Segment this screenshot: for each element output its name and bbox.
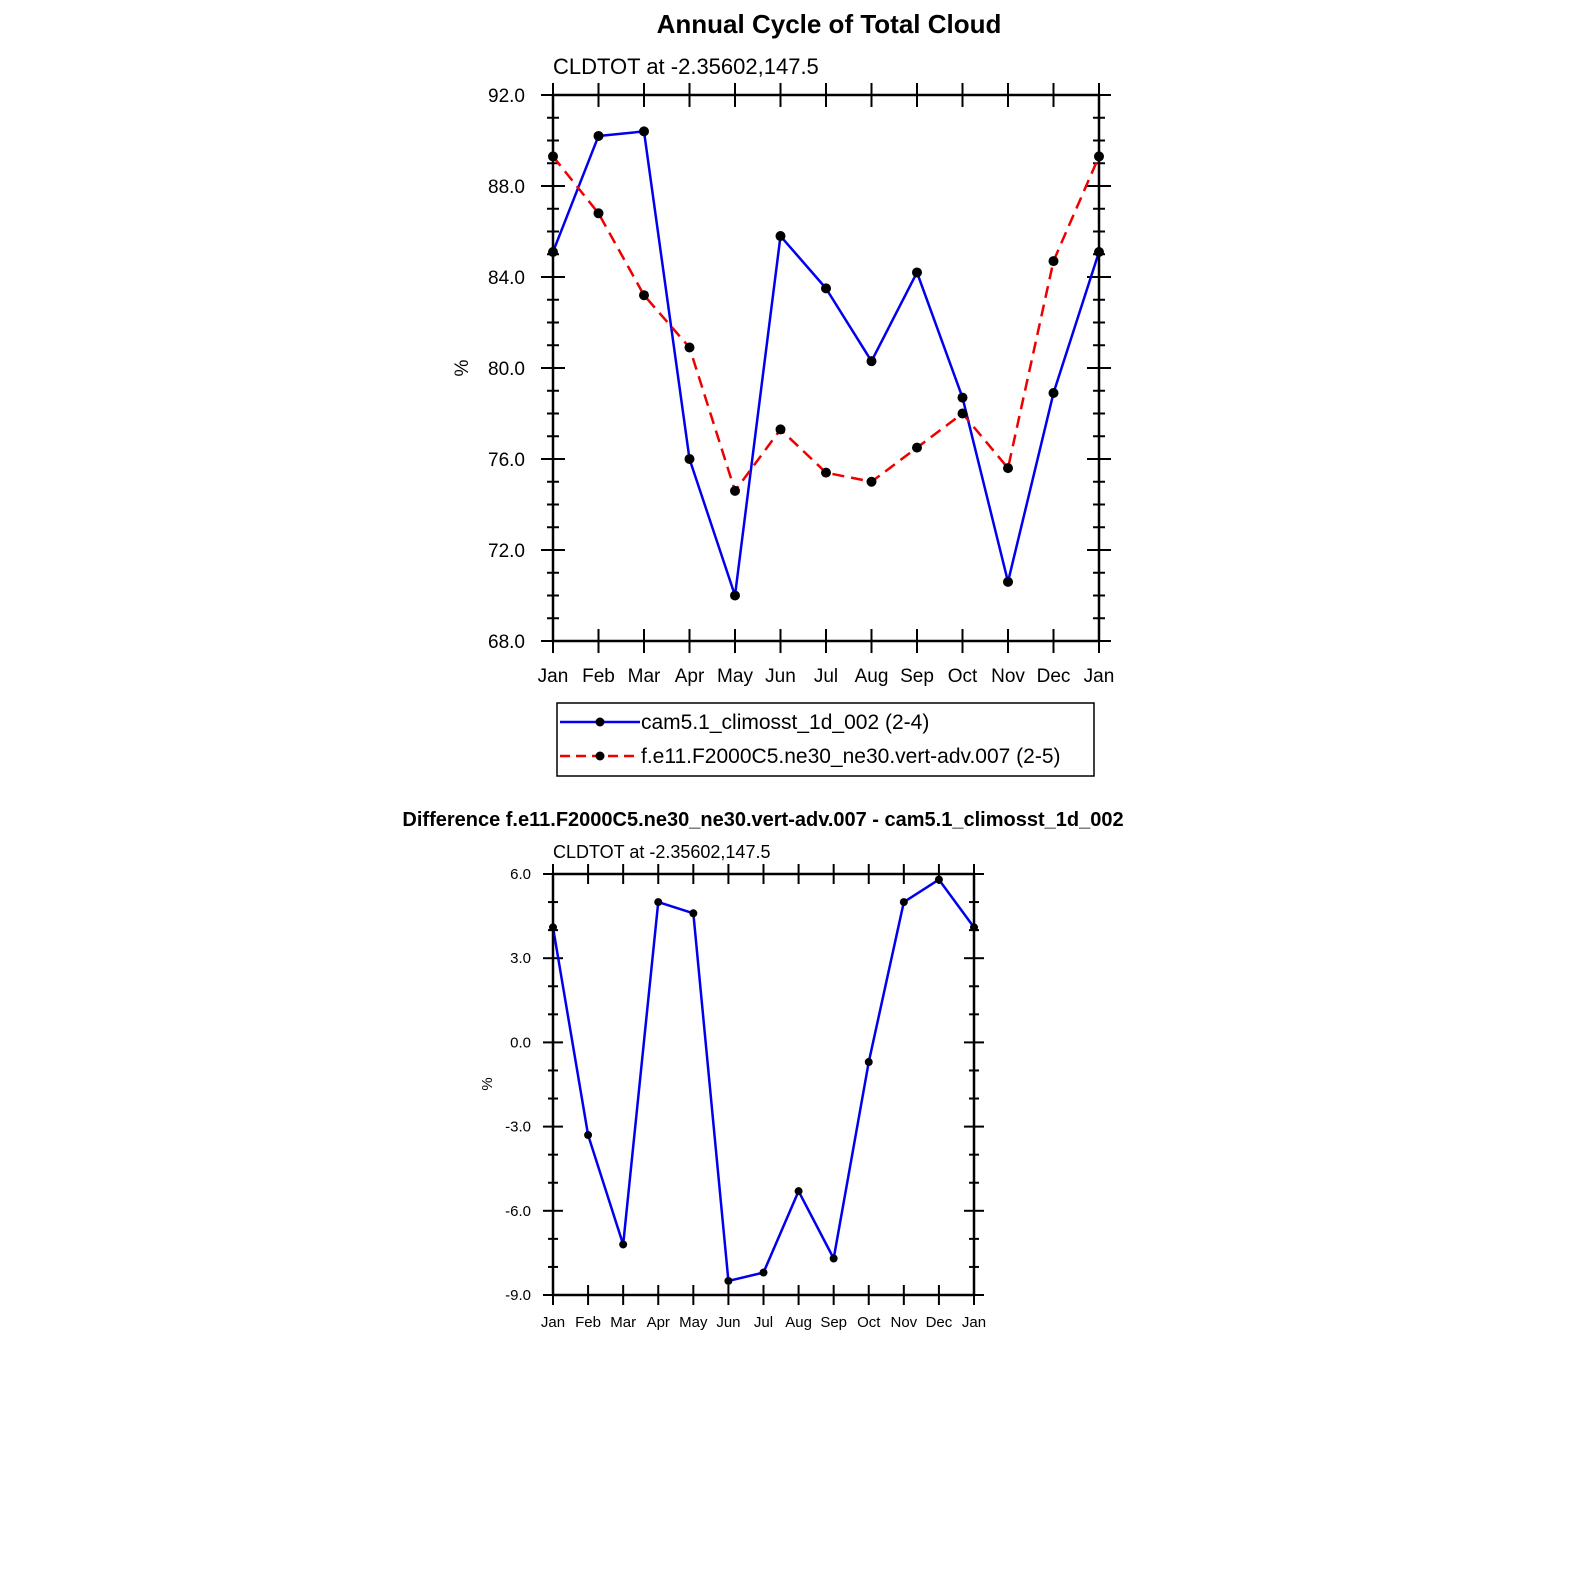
data-point <box>730 590 740 601</box>
data-point <box>957 408 968 419</box>
data-point <box>821 283 831 294</box>
y-tick-label: 6.0 <box>510 866 531 883</box>
y-tick-label: 72.0 <box>488 541 525 562</box>
y-tick-label: 3.0 <box>510 950 531 967</box>
x-tick-label: Jun <box>765 666 796 687</box>
y-tick-label: 0.0 <box>510 1034 531 1051</box>
legend: cam5.1_climosst_1d_002 (2-4) f.e11.F2000… <box>556 702 1095 777</box>
data-point <box>689 909 698 918</box>
plot-frame <box>551 93 1101 643</box>
x-tick-label: Feb <box>575 1314 601 1331</box>
data-point <box>619 1240 628 1249</box>
x-tick-label: Jan <box>538 666 569 687</box>
data-point <box>912 267 922 278</box>
data-point <box>1048 388 1059 399</box>
legend-entry-series-2: f.e11.F2000C5.ne30_ne30.vert-adv.007 (2-… <box>641 745 1061 768</box>
x-tick-label: Mar <box>628 666 661 687</box>
x-tick-label: Jan <box>1084 666 1115 687</box>
data-point <box>639 126 649 137</box>
x-tick-label: May <box>679 1314 708 1331</box>
x-tick-label: Oct <box>857 1314 881 1331</box>
data-point <box>864 1058 873 1067</box>
x-tick-label: Sep <box>820 1314 847 1331</box>
x-tick-label: Dec <box>926 1314 953 1331</box>
x-tick-label: Oct <box>948 666 978 687</box>
data-point <box>593 130 604 141</box>
x-tick-label: Aug <box>785 1314 812 1331</box>
x-tick-label: Nov <box>890 1314 917 1331</box>
y-tick-label: 84.0 <box>488 268 525 289</box>
series-line-2 <box>552 155 1101 493</box>
data-point <box>934 875 943 884</box>
chart-title: Annual Cycle of Total Cloud <box>657 9 1002 39</box>
difference-chart: Difference f.e11.F2000C5.ne30_ne30.vert-… <box>402 809 1123 1331</box>
y-tick-label: -3.0 <box>505 1119 531 1136</box>
x-tick-label: Jan <box>962 1314 986 1331</box>
data-point <box>866 476 877 487</box>
x-tick-label: Sep <box>900 666 934 687</box>
data-point <box>1048 256 1059 267</box>
data-point <box>684 342 695 353</box>
data-point <box>730 485 740 496</box>
y-tick-label: -6.0 <box>505 1203 531 1220</box>
x-tick-label: Jan <box>541 1314 565 1331</box>
y-tick-label: 76.0 <box>488 450 525 471</box>
data-point <box>794 1187 803 1196</box>
data-point <box>912 442 922 453</box>
y-tick-label: 88.0 <box>488 177 525 198</box>
chart-subtitle: CLDTOT at -2.35602,147.5 <box>553 54 819 79</box>
series-line-1 <box>551 130 1101 597</box>
x-tick-label: Jun <box>716 1314 740 1331</box>
x-tick-label: Apr <box>675 666 705 687</box>
data-point <box>639 290 649 301</box>
difference-y-axis-label: % <box>479 1077 496 1090</box>
x-tick-label: Feb <box>582 666 615 687</box>
y-tick-label: 80.0 <box>488 359 525 380</box>
data-point <box>1003 463 1013 474</box>
data-point <box>684 454 695 464</box>
difference-title: Difference f.e11.F2000C5.ne30_ne30.vert-… <box>402 809 1123 831</box>
y-tick-label: 68.0 <box>488 632 525 653</box>
data-point <box>866 356 877 367</box>
series-line-1 <box>551 878 976 1283</box>
y-axis-label: % <box>452 359 473 376</box>
x-tick-label: Nov <box>991 666 1025 687</box>
data-point <box>593 208 604 219</box>
difference-plot-frame <box>551 872 976 1297</box>
data-point <box>899 898 908 907</box>
data-point <box>1003 576 1013 587</box>
x-tick-label: May <box>717 666 753 687</box>
data-point <box>957 392 968 403</box>
x-tick-label: Aug <box>855 666 889 687</box>
data-point <box>821 467 831 478</box>
legend-entry-series-1: cam5.1_climosst_1d_002 (2-4) <box>641 711 929 734</box>
data-point <box>724 1276 733 1285</box>
y-tick-label: -9.0 <box>505 1287 531 1304</box>
difference-subtitle: CLDTOT at -2.35602,147.5 <box>553 842 770 862</box>
y-tick-label: 92.0 <box>488 86 525 107</box>
data-point <box>584 1131 593 1140</box>
data-point <box>775 424 786 435</box>
data-point <box>775 231 786 242</box>
x-tick-label: Mar <box>610 1314 636 1331</box>
x-tick-label: Dec <box>1037 666 1071 687</box>
x-tick-label: Jul <box>754 1314 773 1331</box>
annual-cycle-chart: Annual Cycle of Total Cloud CLDTOT at -2… <box>452 9 1115 777</box>
data-point <box>759 1268 768 1277</box>
data-point <box>829 1254 838 1263</box>
data-point <box>654 898 663 907</box>
x-tick-label: Jul <box>814 666 838 687</box>
x-tick-label: Apr <box>647 1314 670 1331</box>
